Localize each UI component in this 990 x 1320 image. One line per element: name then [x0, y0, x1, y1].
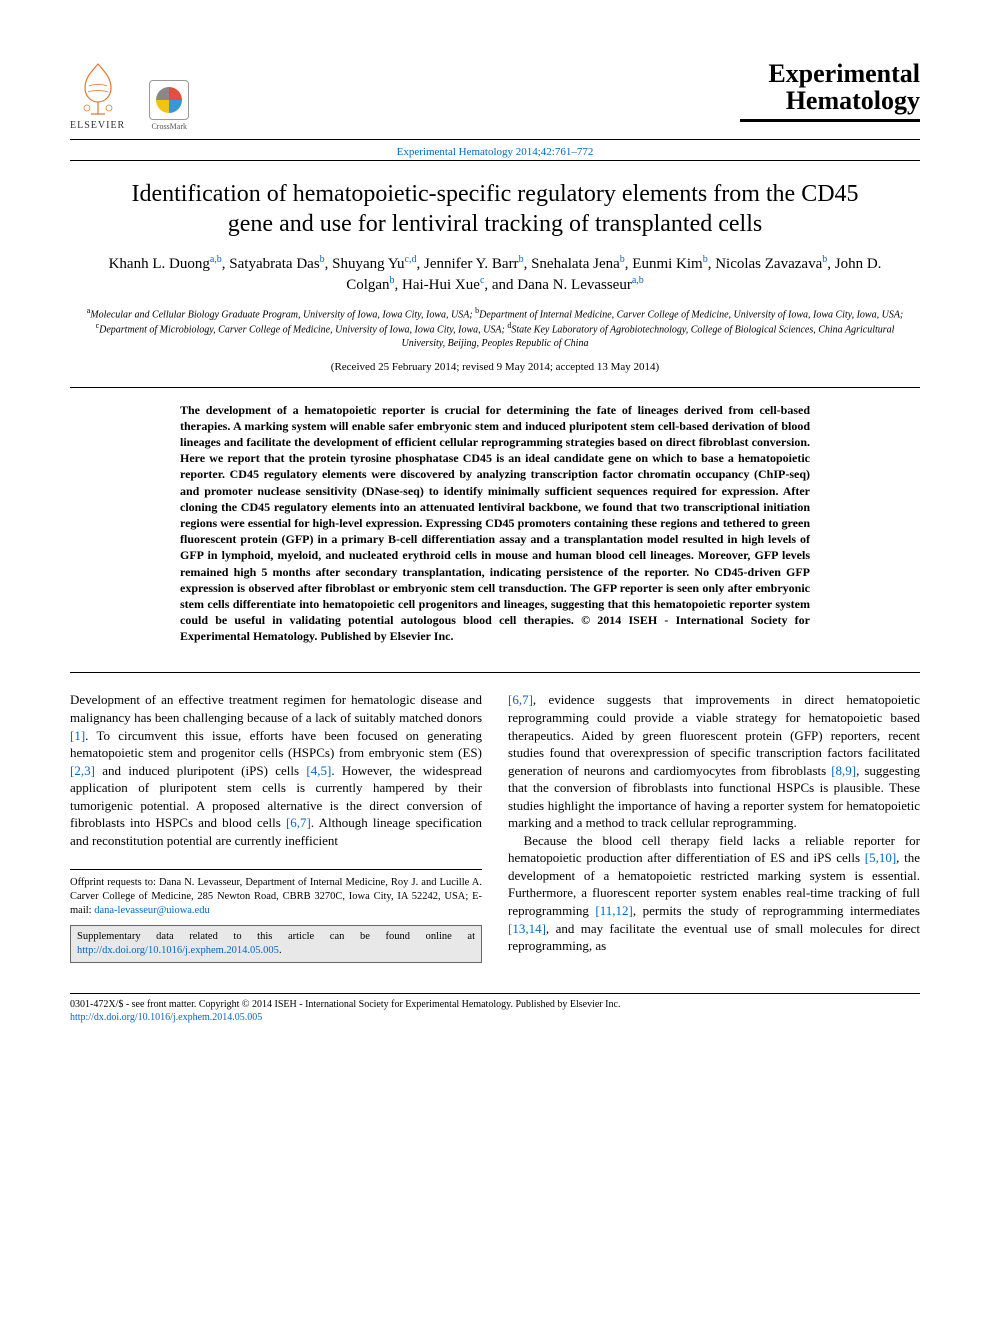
footer-doi-link[interactable]: http://dx.doi.org/10.1016/j.exphem.2014.…: [70, 1012, 262, 1023]
offprint-email-link[interactable]: dana-levasseur@uiowa.edu: [94, 905, 210, 916]
ref-link[interactable]: [13,14]: [508, 921, 546, 936]
rule-above-abstract: [70, 387, 920, 388]
body-paragraph: Because the blood cell therapy field lac…: [508, 832, 920, 955]
ref-link[interactable]: [1]: [70, 728, 85, 743]
body-paragraph: Development of an effective treatment re…: [70, 691, 482, 849]
crossmark-badge[interactable]: CrossMark: [149, 80, 189, 131]
brand-rule: [740, 119, 920, 122]
manuscript-dates: (Received 25 February 2014; revised 9 Ma…: [70, 361, 920, 373]
ref-link[interactable]: [6,7]: [286, 815, 311, 830]
ref-link[interactable]: [4,5]: [306, 763, 331, 778]
ref-link[interactable]: [2,3]: [70, 763, 95, 778]
journal-name-line2: Hematology: [740, 87, 920, 114]
citation-line: Experimental Hematology 2014;42:761–772: [70, 146, 920, 158]
supp-period: .: [279, 945, 282, 956]
elsevier-logo: ELSEVIER: [70, 60, 125, 131]
column-right: [6,7], evidence suggests that improvemen…: [508, 691, 920, 962]
author-list: Khanh L. Duonga,b, Satyabrata Dasb, Shuy…: [90, 253, 900, 296]
elsevier-tree-icon: [71, 60, 125, 118]
top-rule: [70, 139, 920, 140]
rule-below-abstract: [70, 672, 920, 673]
journal-brand: Experimental Hematology: [740, 60, 920, 122]
body-text: and induced pluripotent (iPS) cells: [95, 763, 306, 778]
rule-under-citation: [70, 160, 920, 161]
page-header: ELSEVIER CrossMark Experimental Hematolo…: [70, 60, 920, 131]
body-text: Because the blood cell therapy field lac…: [508, 833, 920, 866]
ref-link[interactable]: [11,12]: [595, 903, 632, 918]
abstract: The development of a hematopoietic repor…: [180, 402, 810, 645]
body-text: Development of an effective treatment re…: [70, 692, 482, 725]
ref-link[interactable]: [5,10]: [865, 850, 896, 865]
column-left: Development of an effective treatment re…: [70, 691, 482, 962]
supp-doi-link[interactable]: http://dx.doi.org/10.1016/j.exphem.2014.…: [77, 945, 279, 956]
publisher-label: ELSEVIER: [70, 120, 125, 131]
page-footer: 0301-472X/$ - see front matter. Copyrigh…: [70, 993, 920, 1024]
ref-link[interactable]: [8,9]: [831, 763, 856, 778]
body-text: , and may facilitate the eventual use of…: [508, 921, 920, 954]
supp-text: Supplementary data related to this artic…: [77, 931, 475, 942]
crossmark-label: CrossMark: [151, 122, 187, 131]
affiliations: aMolecular and Cellular Biology Graduate…: [80, 306, 910, 351]
offprint-box: Offprint requests to: Dana N. Levasseur,…: [70, 869, 482, 917]
header-left: ELSEVIER CrossMark: [70, 60, 189, 131]
supplementary-box: Supplementary data related to this artic…: [70, 925, 482, 962]
article-title: Identification of hematopoietic-specific…: [110, 179, 880, 239]
citation-link[interactable]: Experimental Hematology 2014;42:761–772: [397, 146, 594, 158]
footer-rule: [70, 993, 920, 994]
body-paragraph: [6,7], evidence suggests that improvemen…: [508, 691, 920, 831]
ref-link[interactable]: [6,7]: [508, 692, 533, 707]
crossmark-icon: [149, 80, 189, 120]
body-text: . To circumvent this issue, efforts have…: [70, 728, 482, 761]
footer-copyright: 0301-472X/$ - see front matter. Copyrigh…: [70, 998, 920, 1011]
journal-name-line1: Experimental: [740, 60, 920, 87]
body-columns: Development of an effective treatment re…: [70, 691, 920, 962]
body-text: , permits the study of reprogramming int…: [633, 903, 920, 918]
